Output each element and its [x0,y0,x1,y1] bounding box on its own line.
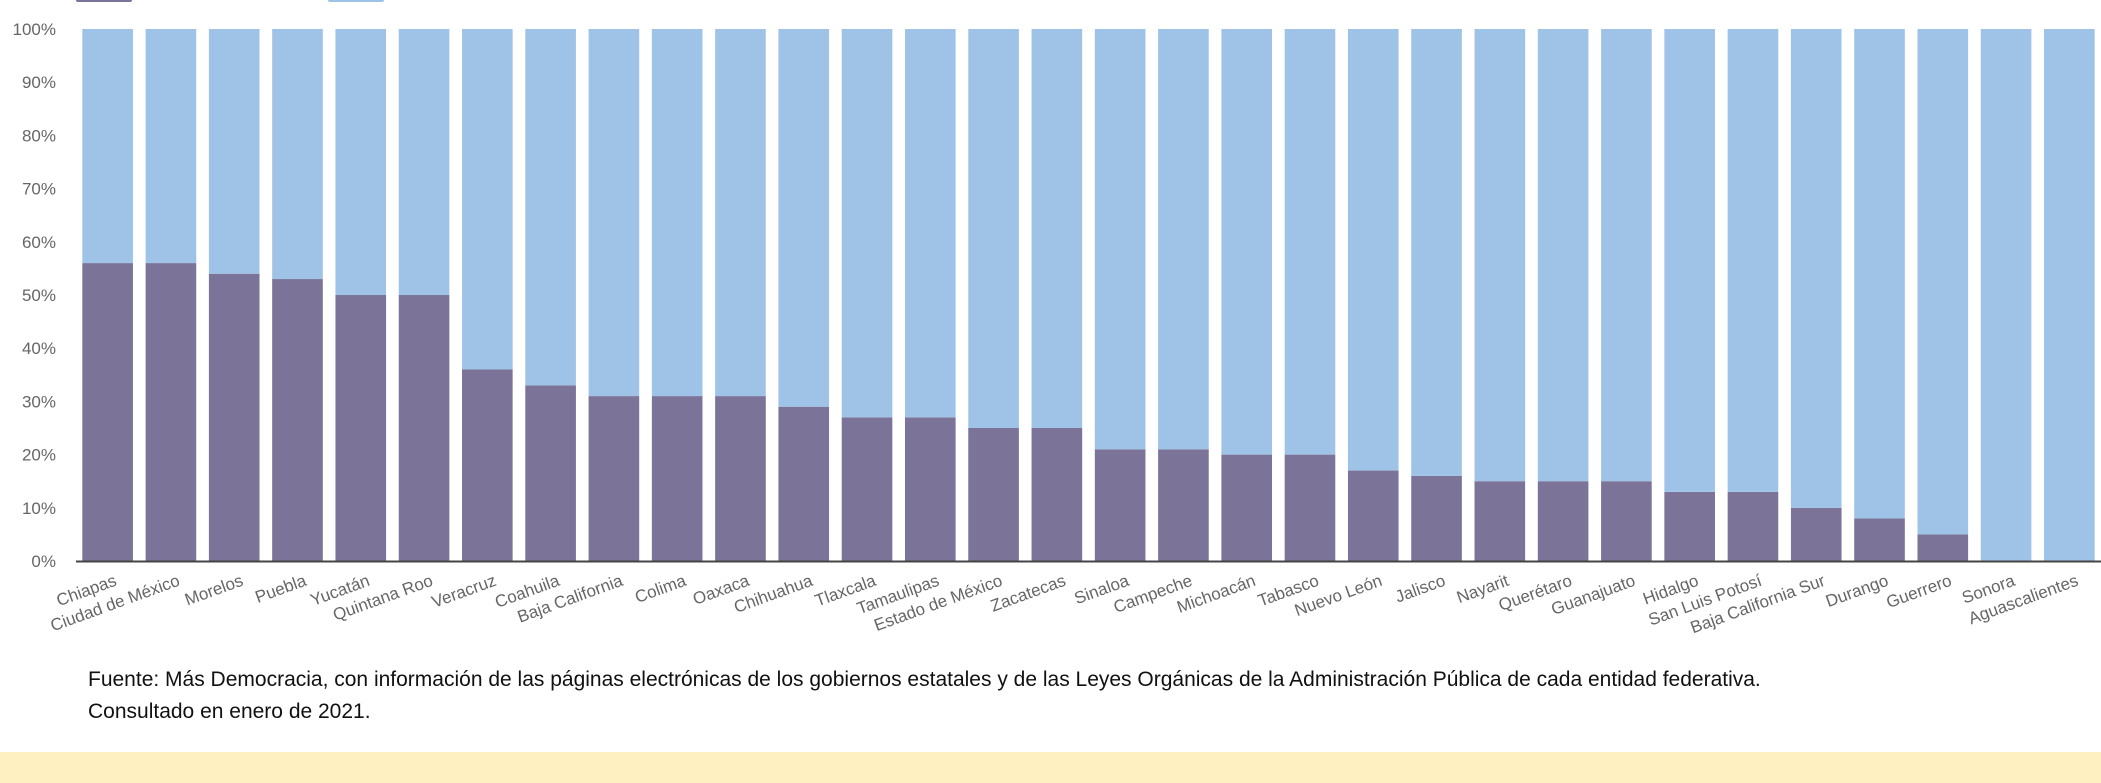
bar-segment-series-2 [1980,29,2032,561]
bar-segment-series-1 [968,428,1019,561]
bar-segment-series-2 [651,29,703,397]
bar-segment-series-1 [1537,481,1589,561]
x-tick-label: Guerrero [1884,571,1954,612]
bar-segment-series-1 [1031,428,1083,561]
bar-segment-series-2 [588,29,640,397]
footer-band [0,752,2101,783]
stacked-bar-chart: 0% 10% 20% 30% 40% 50% 60% 70% 80% 90% 100% Chiapa… [13,0,2101,638]
bar-segment-series-2 [208,29,260,274]
bar-segment-series-2 [1917,29,1969,535]
bar-segment-series-2 [841,29,893,418]
bar-segment-series-2 [2044,29,2095,561]
x-tick-label: Puebla [253,571,310,607]
source-note: Fuente: Más Democracia, con información … [88,668,1761,723]
bar-segment-series-2 [335,29,387,295]
bar-segment-series-2 [1537,29,1589,482]
bar-segment-series-2 [1284,29,1336,455]
x-tick-label: Morelos [182,571,245,610]
bar-segment-series-2 [904,29,956,418]
y-tick-label: 70% [22,180,56,199]
x-tick-label: Veracruz [429,571,499,612]
bar-segment-series-1 [1221,454,1273,561]
bar-segment-series-2 [1854,29,1905,519]
y-tick-label: 20% [22,446,56,465]
y-tick-label: 50% [22,286,56,305]
y-tick-label: 0% [31,552,56,571]
bar-segment-series-1 [208,273,260,561]
bar-segment-series-1 [1790,507,1842,561]
bar-segment-series-1 [715,396,766,561]
bar-segment-series-1 [82,263,133,561]
bar-segment-series-1 [525,385,576,561]
y-tick-label: 60% [22,233,56,252]
bar-segment-series-2 [272,29,323,280]
y-tick-label: 40% [22,339,56,358]
bar-segment-series-1 [462,369,513,561]
bar-segment-series-2 [82,29,133,264]
y-tick-label: 30% [22,392,56,411]
bar-segment-series-2 [398,29,450,295]
bar-segment-series-1 [1347,470,1399,561]
bar-segment-series-1 [1917,534,1969,561]
bar-segment-series-1 [1094,449,1146,561]
x-tick-label: Jalisco [1393,571,1448,607]
bar-segment-series-2 [525,29,576,386]
bar-segment-series-1 [1601,481,1652,561]
legend-swatch [328,0,384,2]
y-tick-label: 100% [13,20,56,39]
bar-segment-series-1 [398,295,450,561]
bar-segment-series-1 [1664,491,1715,561]
bar-segment-series-2 [1411,29,1462,476]
bar-segment-series-2 [1727,29,1779,492]
bar-segment-series-1 [1474,481,1526,561]
bar-segment-series-2 [462,29,513,370]
bar-segment-series-2 [1664,29,1715,492]
bar-segment-series-2 [1094,29,1146,450]
bar-segment-series-1 [335,295,387,561]
x-tick-label: Colima [632,571,689,607]
bar-segment-series-2 [778,29,830,407]
bar-segment-series-1 [651,396,703,561]
y-tick-label: 80% [22,126,56,145]
bar-segment-series-1 [904,417,956,561]
bar-segment-series-1 [1854,518,1905,561]
bar-segment-series-1 [272,279,323,561]
bar-segment-series-1 [1158,449,1209,561]
bar-segment-series-2 [1790,29,1842,508]
bar-segment-series-2 [1031,29,1083,428]
bar-segment-series-2 [1601,29,1652,482]
bar-segment-series-1 [1727,491,1779,561]
bar-segment-series-2 [968,29,1019,428]
bar-segment-series-2 [145,29,197,264]
bar-segment-series-2 [1221,29,1273,455]
x-tick-label: Durango [1823,571,1891,611]
legend-swatch [76,0,132,2]
y-tick-label: 10% [22,499,56,518]
bar-segment-series-2 [1474,29,1526,482]
bar-segment-series-1 [778,406,830,561]
bar-segment-series-2 [715,29,766,397]
bar-segment-series-1 [841,417,893,561]
bar-segment-series-2 [1158,29,1209,450]
bar-segment-series-2 [1347,29,1399,471]
legend [76,0,384,2]
y-tick-label: 90% [22,73,56,92]
bar-segment-series-1 [1411,475,1462,561]
y-axis-ticks: 0% 10% 20% 30% 40% 50% 60% 70% 80% 90% 100% [13,20,56,571]
bar-segment-series-1 [1284,454,1336,561]
bars [82,29,2095,561]
bar-segment-series-1 [145,263,197,561]
bar-segment-series-1 [588,396,640,561]
